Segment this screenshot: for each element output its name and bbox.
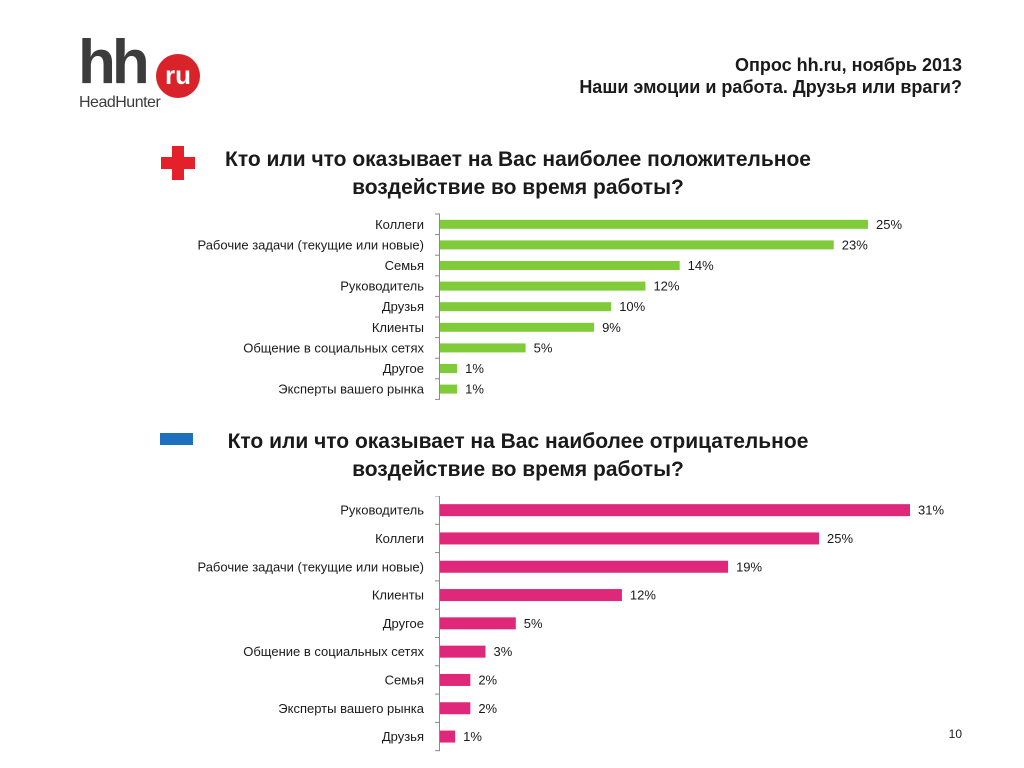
bar: [440, 532, 820, 545]
value-label: 14%: [688, 258, 714, 273]
category-label: Эксперты вашего рынка: [278, 701, 424, 716]
page-number: 10: [948, 727, 962, 741]
bar: [440, 240, 834, 250]
category-label: Рабочие задачи (текущие или новые): [197, 559, 424, 574]
bar: [440, 673, 471, 686]
slide-header: Опрос hh.ru, ноябрь 2013 Наши эмоции и р…: [579, 54, 962, 98]
category-label: Коллеги: [375, 217, 424, 232]
logo-subtitle: HeadHunter: [79, 94, 161, 111]
value-label: 12%: [630, 588, 656, 603]
category-label: Друзья: [382, 729, 424, 744]
logo-ru-badge: ru: [156, 54, 200, 98]
bar: [440, 560, 729, 573]
value-label: 2%: [478, 672, 497, 687]
bar: [440, 702, 471, 715]
value-label: 5%: [534, 340, 553, 355]
value-label: 5%: [524, 616, 543, 631]
value-label: 2%: [478, 701, 497, 716]
category-label: Клиенты: [372, 320, 424, 335]
category-label: Общение в социальных сетях: [243, 340, 424, 355]
bar: [440, 364, 458, 373]
bar: [440, 302, 612, 312]
category-label: Семья: [385, 672, 424, 687]
category-label: Общение в социальных сетях: [243, 644, 424, 659]
value-label: 19%: [736, 559, 762, 574]
bar: [440, 343, 526, 353]
value-label: 25%: [876, 217, 902, 232]
plus-icon-horizontal: [161, 157, 195, 169]
bar: [440, 261, 680, 270]
bar: [440, 219, 868, 229]
category-label: Руководитель: [340, 503, 424, 518]
value-label: 1%: [463, 729, 482, 744]
value-label: 9%: [602, 320, 621, 335]
category-label: Рабочие задачи (текущие или новые): [197, 237, 424, 252]
category-label: Клиенты: [372, 588, 424, 603]
bar: [440, 617, 516, 630]
header-line-2: Наши эмоции и работа. Друзья или враги?: [579, 77, 962, 97]
category-label: Эксперты вашего рынка: [278, 382, 424, 397]
bar: [440, 281, 646, 291]
minus-icon: [160, 433, 193, 445]
plus-icon: [161, 146, 195, 180]
value-label: 1%: [465, 382, 484, 397]
value-label: 1%: [465, 361, 484, 376]
bar: [440, 730, 456, 743]
value-label: 23%: [842, 237, 868, 252]
bar: [440, 504, 910, 517]
bar: [440, 384, 458, 394]
value-label: 31%: [918, 503, 944, 518]
bar: [440, 322, 595, 332]
bar: [440, 645, 486, 658]
bar: [440, 589, 622, 602]
value-label: 10%: [619, 299, 645, 314]
category-label: Другое: [383, 616, 424, 631]
positive-chart: Коллеги 25% Рабочие задачи (текущие или но…: [197, 213, 902, 400]
value-label: 3%: [493, 644, 512, 659]
value-label: 12%: [653, 279, 679, 294]
negative-question-title: Кто или что оказывает на Вас наиболее от…: [227, 430, 809, 481]
category-label: Коллеги: [375, 531, 424, 546]
category-label: Семья: [385, 258, 424, 273]
negative-chart: Руководитель 31% Коллеги 25% Рабочие задачи …: [197, 496, 944, 752]
category-label: Друзья: [382, 299, 424, 314]
value-label: 25%: [827, 531, 853, 546]
header-line-1: Опрос hh.ru, ноябрь 2013: [735, 55, 962, 75]
positive-question-title: Кто или что оказывает на Вас наиболее по…: [225, 148, 811, 199]
category-label: Другое: [383, 361, 424, 376]
logo-hh-text: hh: [78, 28, 150, 97]
headhunter-logo: hh ru HeadHunter: [78, 32, 208, 116]
category-label: Руководитель: [340, 279, 424, 294]
